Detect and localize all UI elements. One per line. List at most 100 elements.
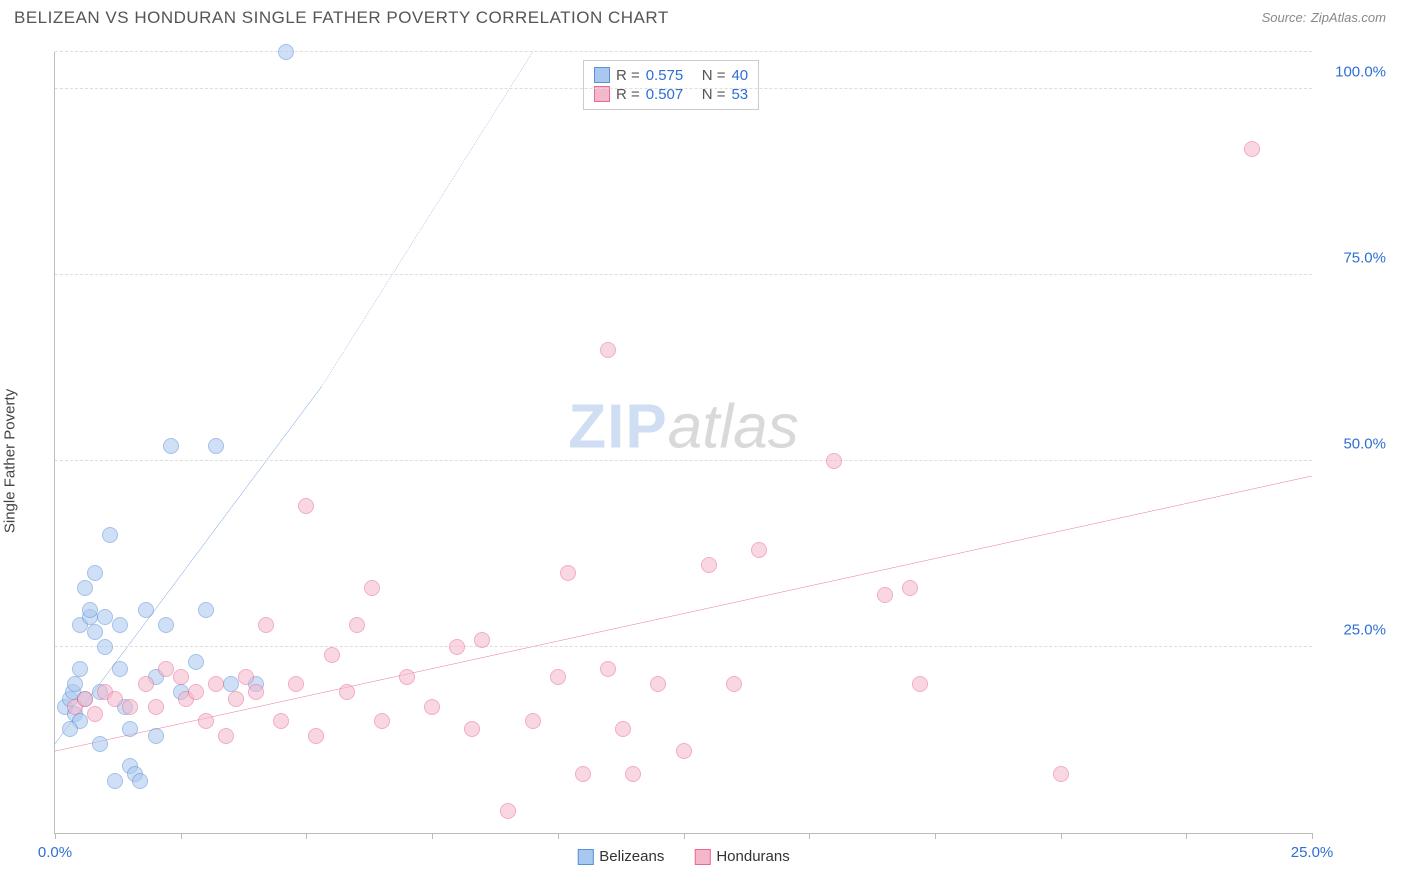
y-axis-label: Single Father Poverty: [2, 389, 19, 533]
gridline: [55, 51, 1312, 52]
data-point: [726, 676, 742, 692]
x-tick: [558, 833, 559, 839]
chart-title: BELIZEAN VS HONDURAN SINGLE FATHER POVER…: [14, 8, 669, 28]
data-point: [87, 565, 103, 581]
data-point: [173, 669, 189, 685]
data-point: [424, 699, 440, 715]
data-point: [138, 602, 154, 618]
data-point: [122, 721, 138, 737]
trend-line-dashed: [321, 52, 532, 387]
data-point: [877, 587, 893, 603]
data-point: [218, 728, 234, 744]
data-point: [625, 766, 641, 782]
data-point: [148, 728, 164, 744]
data-point: [1244, 141, 1260, 157]
data-point: [163, 438, 179, 454]
data-point: [97, 609, 113, 625]
source-attribution: Source: ZipAtlas.com: [1262, 9, 1386, 27]
legend-r-label: R =: [616, 67, 640, 84]
data-point: [112, 661, 128, 677]
scatter-plot: ZIPatlas R =0.575N =40R =0.507N =53 Beli…: [54, 52, 1312, 834]
data-point: [132, 773, 148, 789]
legend-series-name: Belizeans: [599, 848, 664, 865]
data-point: [208, 438, 224, 454]
watermark: ZIPatlas: [568, 391, 798, 462]
data-point: [273, 713, 289, 729]
data-point: [525, 713, 541, 729]
data-point: [148, 699, 164, 715]
legend-r-value: 0.575: [646, 67, 696, 84]
gridline: [55, 274, 1312, 275]
data-point: [826, 453, 842, 469]
x-tick: [684, 833, 685, 839]
data-point: [198, 602, 214, 618]
data-point: [298, 498, 314, 514]
legend-series-name: Hondurans: [716, 848, 789, 865]
data-point: [77, 580, 93, 596]
data-point: [364, 580, 380, 596]
legend-item: Belizeans: [577, 848, 664, 865]
data-point: [399, 669, 415, 685]
trend-lines-layer: [55, 52, 1312, 833]
x-tick: [809, 833, 810, 839]
x-tick: [1061, 833, 1062, 839]
data-point: [474, 632, 490, 648]
data-point: [902, 580, 918, 596]
stats-legend-box: R =0.575N =40R =0.507N =53: [583, 60, 759, 110]
y-tick-label: 100.0%: [1335, 64, 1386, 81]
gridline: [55, 88, 1312, 89]
data-point: [238, 669, 254, 685]
gridline: [55, 646, 1312, 647]
data-point: [912, 676, 928, 692]
data-point: [82, 602, 98, 618]
data-point: [67, 676, 83, 692]
data-point: [77, 691, 93, 707]
x-tick: [1312, 833, 1313, 839]
watermark-zip: ZIP: [568, 392, 667, 461]
data-point: [188, 654, 204, 670]
data-point: [208, 676, 224, 692]
x-tick: [1186, 833, 1187, 839]
trend-line: [55, 476, 1312, 751]
y-tick-label: 25.0%: [1343, 622, 1386, 639]
legend-row: R =0.575N =40: [594, 67, 748, 84]
data-point: [112, 617, 128, 633]
data-point: [223, 676, 239, 692]
data-point: [449, 639, 465, 655]
data-point: [228, 691, 244, 707]
data-point: [676, 743, 692, 759]
legend-n-label: N =: [702, 67, 726, 84]
data-point: [600, 342, 616, 358]
chart-container: Single Father Poverty ZIPatlas R =0.575N…: [14, 40, 1392, 882]
source-label: Source:: [1262, 10, 1307, 25]
data-point: [158, 661, 174, 677]
data-point: [278, 44, 294, 60]
data-point: [87, 624, 103, 640]
data-point: [138, 676, 154, 692]
x-tick-label: 0.0%: [38, 844, 72, 861]
data-point: [600, 661, 616, 677]
data-point: [751, 542, 767, 558]
series-legend: Belizeans Hondurans: [577, 848, 789, 865]
x-tick: [306, 833, 307, 839]
data-point: [92, 736, 108, 752]
legend-swatch: [694, 849, 710, 865]
data-point: [258, 617, 274, 633]
watermark-atlas: atlas: [668, 392, 799, 461]
data-point: [188, 684, 204, 700]
data-point: [560, 565, 576, 581]
data-point: [339, 684, 355, 700]
x-tick: [935, 833, 936, 839]
data-point: [308, 728, 324, 744]
y-tick-label: 50.0%: [1343, 436, 1386, 453]
x-tick: [181, 833, 182, 839]
data-point: [500, 803, 516, 819]
data-point: [374, 713, 390, 729]
source-name: ZipAtlas.com: [1311, 10, 1386, 25]
data-point: [1053, 766, 1069, 782]
data-point: [650, 676, 666, 692]
data-point: [107, 773, 123, 789]
data-point: [62, 721, 78, 737]
data-point: [550, 669, 566, 685]
x-tick: [55, 833, 56, 839]
